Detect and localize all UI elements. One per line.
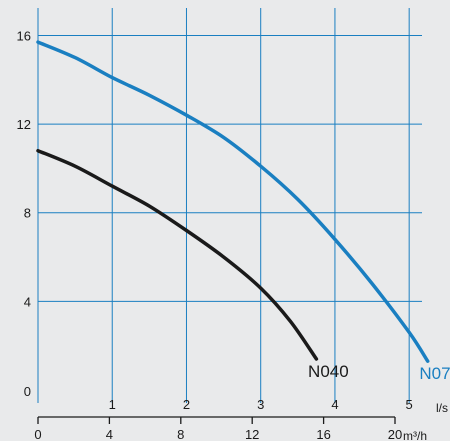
x-axis-secondary-unit: m³/h (403, 429, 427, 441)
x-secondary-tick-label: 20 (388, 427, 402, 441)
curve-n040 (36, 148, 319, 361)
curve-label-n075: N075 (419, 364, 450, 383)
performance-curves (36, 40, 430, 363)
x-secondary-tick-label: 0 (34, 427, 41, 441)
x-secondary-tick-label: 4 (106, 427, 113, 441)
x-secondary-tick-label: 16 (316, 427, 330, 441)
x-secondary-tick-label: 8 (177, 427, 184, 441)
y-tick-label: 16 (17, 28, 31, 43)
curve-label-n040: N040 (308, 362, 349, 381)
x-primary-tick-label: 4 (331, 397, 338, 412)
x-axis-primary-ticks: 1 2 3 4 5 (109, 397, 413, 412)
y-tick-label: 0 (24, 384, 31, 399)
x-primary-tick-label: 2 (183, 397, 190, 412)
x-primary-tick-label: 1 (109, 397, 116, 412)
x-secondary-tick-label: 12 (245, 427, 259, 441)
x-primary-tick-label: 3 (257, 397, 264, 412)
x-axis-secondary-ticks: 0 4 8 12 16 20 (34, 417, 402, 441)
grid (37, 8, 422, 403)
curve-labels: N040 N075 (308, 362, 450, 383)
x-axis-primary-unit: l/s (436, 401, 448, 415)
y-tick-label: 12 (17, 117, 31, 132)
curve-n075 (36, 40, 430, 363)
y-tick-label: 8 (24, 206, 31, 221)
x-primary-tick-label: 5 (406, 397, 413, 412)
y-tick-label: 4 (24, 294, 31, 309)
y-axis-ticks: 0 4 8 12 16 (17, 28, 31, 399)
